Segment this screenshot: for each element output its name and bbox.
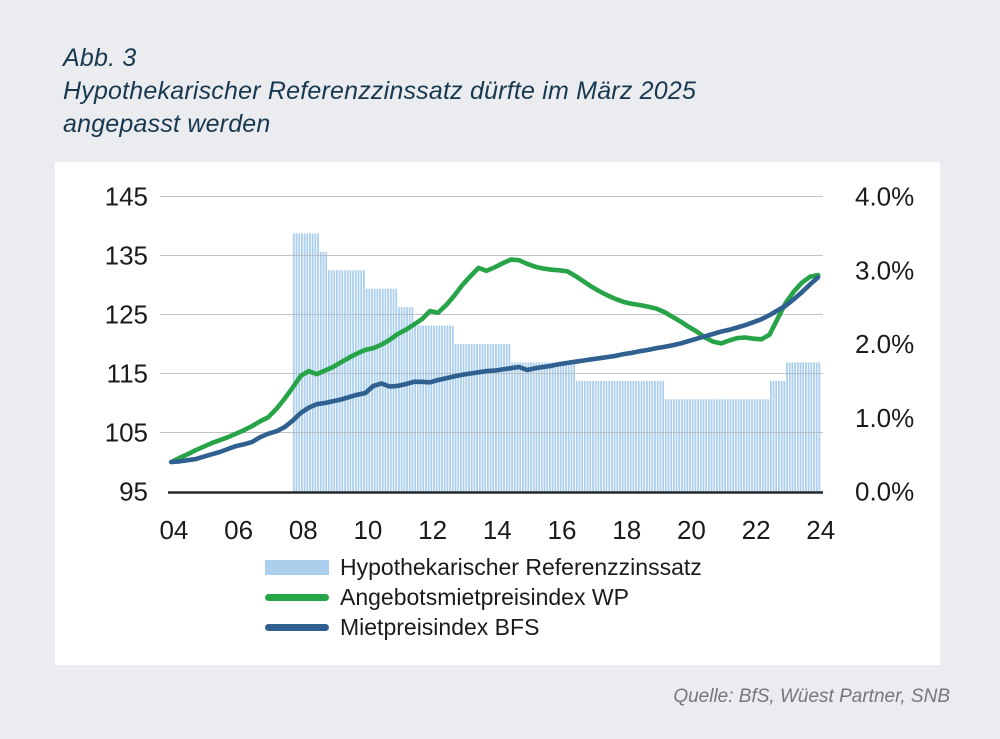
figure-title-line1: Hypothekarischer Referenzzinssatz dürfte… [63,77,697,105]
legend-item-wp-index: Angebotsmietpreisindex WP [265,582,702,612]
gridlines [160,196,823,433]
left-axis-tick-labels: 145 135 125 115 105 95 [105,182,148,507]
figure-title-line2: angepasst werden [63,110,271,138]
svg-text:24: 24 [806,515,835,545]
svg-text:95: 95 [119,477,148,507]
svg-text:20: 20 [677,515,706,545]
reference-rate-bars [292,233,821,492]
svg-text:14: 14 [483,515,512,545]
svg-text:145: 145 [105,182,148,212]
svg-text:4.0%: 4.0% [855,182,914,212]
svg-text:125: 125 [105,300,148,330]
svg-text:12: 12 [418,515,447,545]
wp-line-swatch-icon [265,593,329,601]
svg-text:16: 16 [548,515,577,545]
right-axis-tick-labels: 4.0% 3.0% 2.0% 1.0% 0.0% [855,182,914,507]
svg-text:135: 135 [105,241,148,271]
svg-text:2.0%: 2.0% [855,329,914,359]
bfs-line-swatch-icon [265,623,329,631]
legend-label-bfs-index: Mietpreisindex BFS [340,613,540,640]
svg-text:10: 10 [353,515,382,545]
svg-text:1.0%: 1.0% [855,403,914,433]
svg-text:08: 08 [289,515,318,545]
figure-label: Abb. 3 [63,44,137,72]
bfs-index-line [169,275,821,465]
wp-index-line [169,257,821,465]
svg-text:06: 06 [224,515,253,545]
svg-text:115: 115 [107,359,148,389]
svg-text:105: 105 [105,418,148,448]
svg-text:18: 18 [612,515,641,545]
svg-text:04: 04 [159,515,188,545]
legend-label-referenzzinssatz: Hypothekarischer Referenzzinssatz [340,553,702,580]
legend-item-bfs-index: Mietpreisindex BFS [265,612,702,642]
chart-legend: Hypothekarischer Referenzzinssatz Angebo… [265,552,702,642]
svg-text:0.0%: 0.0% [855,477,914,507]
svg-text:3.0%: 3.0% [855,255,914,285]
chart-card: 145 135 125 115 105 95 4.0% 3.0% 2.0% 1.0% 0.0% 04 0… [55,162,940,665]
legend-item-referenzzinssatz: Hypothekarischer Referenzzinssatz [265,552,702,582]
source-caption: Quelle: BfS, Wüest Partner, SNB [673,686,950,707]
bar-swatch-icon [265,559,329,575]
svg-text:22: 22 [742,515,771,545]
legend-label-wp-index: Angebotsmietpreisindex WP [340,583,629,610]
figure-title-block: Abb. 3 Hypothekarischer Referenzzinssatz… [63,42,696,141]
x-axis-tick-labels: 04 06 08 10 12 14 16 18 20 22 24 [159,515,835,545]
